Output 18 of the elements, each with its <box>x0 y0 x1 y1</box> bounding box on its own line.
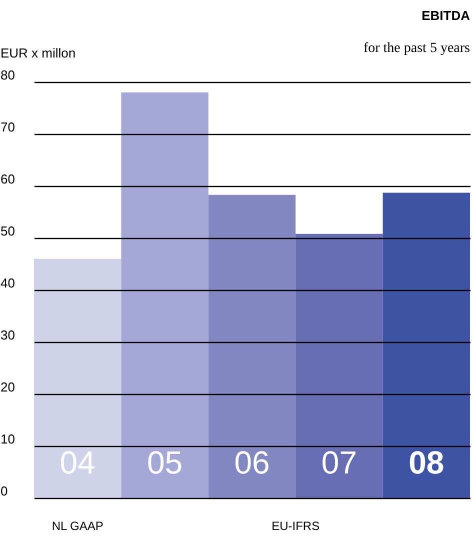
y-tick-label: 30 <box>0 328 15 342</box>
x-tick-label: 08 <box>408 444 444 480</box>
chart-title: EBITDA <box>422 8 471 23</box>
y-tick-label: 20 <box>0 380 15 394</box>
x-tick-label: 06 <box>234 444 270 480</box>
y-tick-label: 70 <box>0 120 15 134</box>
x-tick-label: 05 <box>147 444 183 480</box>
y-tick-label: 0 <box>0 484 8 498</box>
text: EU-IFRS <box>272 519 320 533</box>
y-tick-label: 10 <box>0 432 15 446</box>
y-tick-label: 60 <box>0 172 15 186</box>
y-tick-label: 40 <box>0 276 15 290</box>
text: NL GAAP <box>52 519 104 533</box>
chart-subtitle: for the past 5 years <box>363 41 470 56</box>
y-tick-label: 80 <box>0 68 15 82</box>
y-tick-label: 50 <box>0 224 15 238</box>
x-tick-label: 07 <box>321 444 357 480</box>
y-axis-title: EUR x millon <box>0 46 76 60</box>
